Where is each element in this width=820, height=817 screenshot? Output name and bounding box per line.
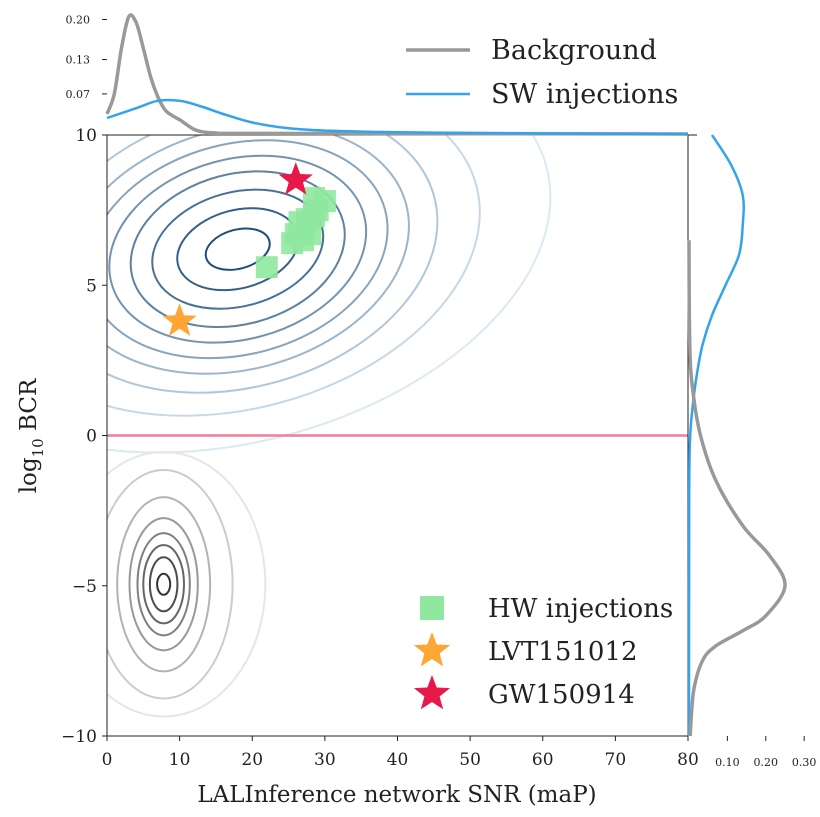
x-axis-label: LALInference network SNR (maP): [197, 782, 596, 808]
background-top-density-curve: [105, 13, 689, 136]
hw-injection-marker: [302, 187, 325, 210]
sw-injections-contour-level: [107, 135, 410, 375]
lvt151012-legend-marker: [413, 632, 451, 667]
marker-layer: [162, 162, 336, 336]
y-tick-label: 10: [75, 126, 97, 146]
x-tick-label: 10: [169, 750, 191, 770]
lvt151012-legend-label: LVT151012: [488, 637, 638, 667]
right-marginal-ticks: 0.10 0.20 0.30: [688, 134, 817, 769]
background-contour-level: [128, 517, 199, 652]
sw-injections-contour-level: [108, 154, 368, 344]
hw-injections-legend-marker: [420, 596, 444, 620]
top-marginal-density: 0.07 0.13 0.20: [66, 13, 689, 136]
y-tick-label: 5: [86, 276, 97, 296]
sw-injections-contour-level: [204, 227, 271, 271]
right-marginal-tick-label: 0.20: [754, 756, 779, 769]
x-tick-label: 30: [314, 750, 336, 770]
background-contour-level: [156, 572, 172, 596]
x-tick-label: 60: [532, 750, 554, 770]
right-marginal-density: 0.10 0.20 0.30: [687, 134, 817, 769]
gw150914-marker: [278, 162, 313, 195]
legend-main: HW injections LVT151012 GW150914: [413, 594, 673, 710]
main-plot-area: 0 10 20 30 40 50 60 70 80 −10 −5 0 5 10: [61, 126, 699, 770]
background-contour-level: [136, 532, 191, 637]
x-tick-label: 40: [387, 750, 409, 770]
background-contour-level: [116, 496, 212, 673]
x-tick-label: 0: [102, 750, 113, 770]
y-axis-label: log10 BCR: [16, 378, 47, 493]
hw-injections-legend-label: HW injections: [488, 594, 673, 624]
background-right-density-curve: [687, 240, 787, 737]
x-tick-label: 50: [459, 750, 481, 770]
sw-injections-contour-level: [107, 135, 439, 394]
background-contour-level: [107, 469, 234, 700]
gw150914-legend-label: GW150914: [488, 680, 635, 710]
x-tick-label: 20: [241, 750, 263, 770]
sw-injections-legend-label: SW injections: [491, 79, 678, 110]
y-tick-label: 0: [86, 427, 97, 447]
legend-top: Background SW injections: [406, 35, 678, 110]
x-tick-label: 80: [677, 750, 699, 770]
top-marginal-tick-label: 0.20: [66, 13, 91, 26]
right-marginal-tick-label: 0.10: [715, 756, 740, 769]
top-marginal-tick-label: 0.07: [66, 88, 91, 101]
y-tick-label: −5: [72, 577, 97, 597]
sw-injections-top-density-curve: [106, 98, 689, 136]
top-marginal-tick-label: 0.13: [66, 54, 91, 67]
x-tick-label: 70: [605, 750, 627, 770]
background-contour-level: [107, 451, 267, 718]
sw-injections-contour-level: [107, 139, 389, 360]
sw-injections-contour-level: [107, 135, 481, 417]
right-marginal-tick-label: 0.30: [792, 756, 817, 769]
hw-injection-marker: [255, 256, 278, 279]
lvt151012-marker: [162, 303, 197, 336]
sw-injections-contour-level: [129, 170, 346, 329]
x-axis-ticks: 0 10 20 30 40 50 60 70 80: [102, 736, 699, 770]
background-contour-level: [142, 544, 185, 625]
background-legend-label: Background: [491, 35, 657, 66]
background-contour-level: [148, 556, 179, 613]
gw150914-legend-marker: [413, 675, 451, 710]
top-marginal-ticks: 0.07 0.13 0.20: [66, 13, 107, 101]
sw-injections-right-density-curve: [687, 134, 746, 737]
y-axis-ticks: −10 −5 0 5 10: [61, 126, 107, 747]
y-tick-label: −10: [61, 727, 97, 747]
